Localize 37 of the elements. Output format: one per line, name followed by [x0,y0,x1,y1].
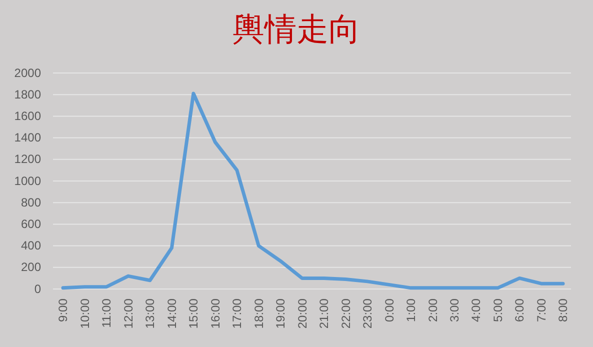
x-tick-label: 5:00 [490,298,505,322]
x-tick-label: 15:00 [186,298,201,329]
y-tick-label: 1000 [14,174,42,188]
x-tick-label: 2:00 [426,298,440,322]
y-tick-label: 1600 [14,109,42,124]
x-tick-label: 20:00 [295,298,310,329]
x-tick-label: 13:00 [143,298,158,329]
x-tick-label: 11:00 [100,298,114,328]
y-tick-label: 1400 [14,130,42,145]
x-tick-label: 7:00 [534,298,548,322]
x-tick-label: 10:00 [78,298,92,329]
y-tick-label: 200 [20,260,42,274]
x-tick-label: 0:00 [382,298,396,322]
line-series [61,92,565,290]
x-tick-label: 21:00 [317,298,332,329]
y-tick-label: 600 [20,217,42,232]
y-tick-label: 400 [20,238,42,253]
x-tick-label: 16:00 [208,298,222,329]
x-tick-label: 22:00 [338,298,353,329]
y-tick-label: 1200 [14,152,42,166]
x-tick-label: 8:00 [556,298,570,322]
x-tick-label: 19:00 [274,298,288,329]
x-tick-label: 12:00 [121,298,136,329]
chart-title: 輿情走向 [232,11,360,47]
x-tick-label: 14:00 [164,298,179,329]
y-tick-label: 0 [34,282,42,296]
x-tick-label: 6:00 [512,298,527,322]
x-tick-label: 18:00 [252,298,266,329]
y-tick-label: 2000 [14,66,42,80]
x-tick-label: 4:00 [469,298,484,322]
y-tick-label: 800 [20,195,42,210]
x-tick-label: 17:00 [230,298,244,329]
y-tick-label: 1800 [14,87,42,102]
x-tick-label: 9:00 [56,298,70,322]
x-tick-label: 1:00 [404,298,418,322]
x-tick-label: 3:00 [448,298,462,322]
x-tick-label: 23:00 [360,298,375,329]
